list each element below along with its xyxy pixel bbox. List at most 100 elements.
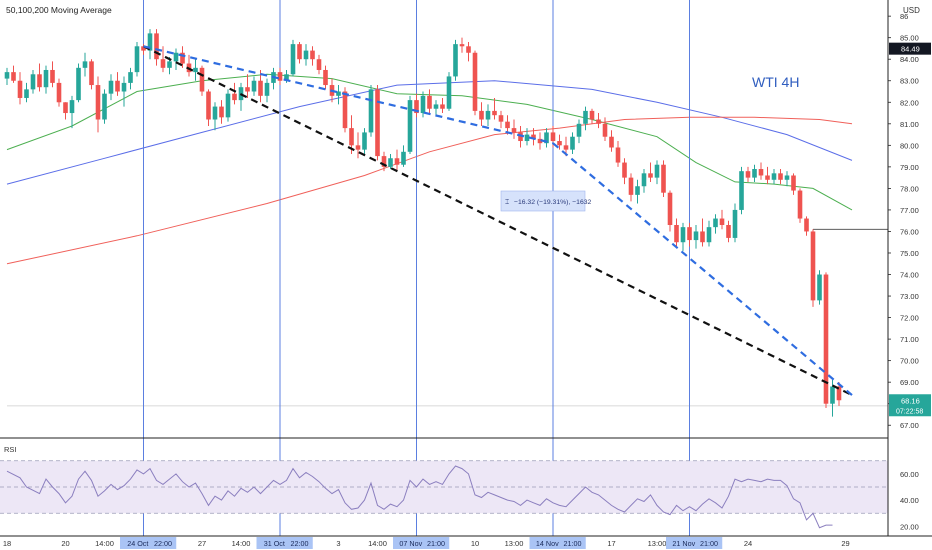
candle-body: [128, 72, 133, 83]
rsi-line: [6, 465, 833, 529]
candle: [765, 166, 770, 185]
candle: [628, 173, 634, 202]
candle-body: [758, 169, 764, 176]
candle-body: [700, 231, 705, 243]
price-tick-label: 83.00: [900, 77, 919, 86]
date-tag-label: 31 Oct '21: [264, 539, 297, 548]
candle: [797, 188, 803, 223]
price-tick-label: 81.00: [900, 120, 919, 129]
candle: [108, 74, 114, 101]
candle-body: [687, 227, 692, 241]
candle: [648, 162, 653, 182]
candle-body: [43, 69, 49, 88]
candle: [674, 218, 679, 247]
candle-body: [368, 89, 374, 133]
candle: [76, 63, 81, 103]
candle-body: [258, 80, 263, 96]
price-tag-bg: [889, 394, 931, 417]
candle-body: [453, 44, 458, 77]
date-tag-label: 21:00: [700, 539, 718, 548]
candle: [128, 67, 133, 90]
candle-body: [297, 44, 302, 60]
candle-body: [836, 386, 842, 401]
candle: [199, 65, 205, 96]
candle: [310, 46, 315, 66]
candle: [479, 102, 484, 126]
date-tag-label: 21 Nov '21: [672, 539, 706, 548]
candle: [258, 69, 263, 103]
candle-body: [355, 145, 361, 150]
candle: [804, 216, 809, 236]
candle-body: [518, 132, 523, 142]
candle-body: [50, 69, 55, 83]
candle-body: [732, 209, 738, 238]
measure-box[interactable]: ⌶ −16.32 (−19.31%), −1632: [500, 190, 592, 212]
candle: [459, 37, 465, 53]
candle-body: [414, 100, 419, 114]
candle-body: [102, 93, 107, 120]
candle: [544, 128, 549, 148]
candle-body: [544, 132, 549, 144]
price-tag-label: 84.49: [901, 45, 920, 54]
candle-body: [615, 147, 621, 163]
indicator-label: 50,100,200 Moving Average: [6, 5, 112, 15]
candle-body: [342, 91, 348, 129]
candle: [700, 218, 705, 247]
candle-body: [427, 95, 432, 109]
candle-body: [771, 173, 777, 180]
candle-body: [641, 173, 647, 187]
price-tick-label: 78.00: [900, 184, 919, 193]
candle: [401, 145, 406, 167]
candle-body: [82, 61, 88, 68]
candle-body: [557, 141, 562, 146]
candle-body: [797, 190, 803, 219]
candle-body: [804, 218, 809, 232]
date-tag: 21:00: [559, 537, 586, 549]
date-tag-bg: [695, 537, 723, 549]
candle-body: [823, 274, 829, 404]
candle: [524, 128, 530, 146]
candle: [24, 82, 29, 103]
candle: [589, 108, 595, 124]
candle-body: [121, 82, 127, 92]
candle-body: [154, 33, 159, 60]
date-tag-label: 14 Nov '21: [536, 539, 570, 548]
candle-body: [648, 173, 653, 178]
trendline-trend_blue: [143, 45, 554, 145]
candle: [817, 270, 822, 305]
candle-body: [245, 87, 250, 92]
candle-body: [37, 74, 42, 88]
time-label: 20: [61, 539, 69, 548]
candle-body: [11, 72, 16, 81]
candle-body: [550, 132, 556, 142]
candle-body: [349, 128, 354, 146]
candle: [693, 225, 699, 249]
date-tag-bg: [286, 537, 313, 549]
candle-body: [362, 132, 367, 150]
candle-body: [537, 138, 543, 144]
candle: [394, 149, 400, 172]
price-tick-label: 80.00: [900, 141, 919, 150]
candle-body: [524, 134, 530, 142]
candle-body: [381, 156, 387, 167]
currency-label: USD: [903, 6, 920, 15]
candle: [225, 89, 231, 122]
time-label: 18: [3, 539, 11, 548]
candle: [706, 220, 712, 247]
price-tick-label: 67.00: [900, 421, 919, 430]
chart-title: WTI 4H: [752, 74, 799, 90]
trendline-trend_blue: [552, 142, 853, 396]
candle: [115, 72, 120, 96]
price-tag-label: 68.16: [901, 396, 920, 405]
candle: [134, 41, 140, 77]
candle: [245, 74, 250, 98]
candle-body: [4, 72, 10, 79]
candle-body: [69, 100, 75, 114]
candle: [732, 203, 738, 243]
candle-body: [63, 102, 68, 114]
candle-body: [472, 52, 478, 111]
candle: [63, 102, 68, 120]
